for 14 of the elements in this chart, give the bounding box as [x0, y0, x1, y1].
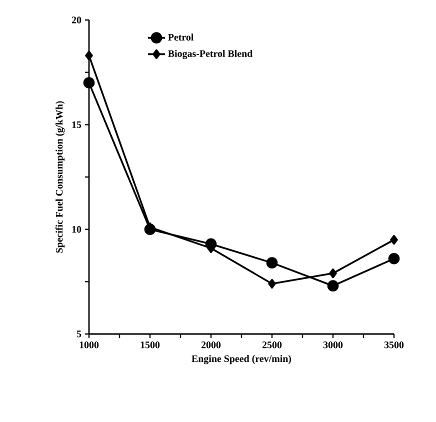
legend-label: Biogas-Petrol Blend: [168, 50, 253, 60]
x-tick-label: 1000: [80, 342, 99, 348]
y-axis-title: Specific Fuel Consumption (g/kWh): [55, 101, 65, 253]
y-tick-label: 15: [72, 121, 82, 128]
x-tick-label: 3500: [384, 342, 404, 348]
x-tick-label: 2000: [201, 342, 221, 348]
x-tick-label: 3000: [323, 342, 343, 348]
y-tick-label: 5: [76, 330, 82, 338]
x-axis-title: Engine Speed (rev/min): [192, 355, 292, 364]
y-tick-label: 10: [72, 226, 82, 233]
x-tick-label: 1500: [140, 342, 160, 348]
legend-label: Petrol: [168, 34, 194, 41]
x-tick-label: 2500: [262, 342, 282, 348]
y-tick-label: 20: [72, 16, 82, 24]
